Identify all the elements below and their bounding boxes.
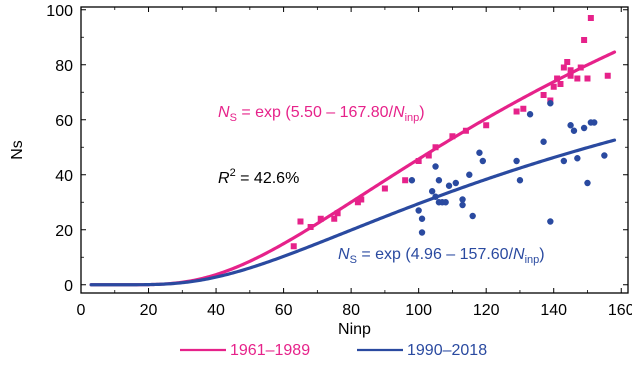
point-square bbox=[581, 37, 588, 43]
point-square bbox=[564, 59, 571, 65]
plot-border bbox=[80, 6, 629, 294]
y-tick-label: 40 bbox=[55, 168, 73, 185]
point-square bbox=[449, 133, 456, 140]
point-square bbox=[483, 122, 490, 129]
point-circle bbox=[547, 218, 554, 225]
point-square bbox=[425, 152, 432, 159]
x-tick-label: 120 bbox=[473, 302, 500, 319]
point-circle bbox=[526, 111, 534, 118]
point-circle bbox=[540, 138, 547, 145]
x-tick-label: 80 bbox=[342, 302, 360, 319]
point-circle bbox=[459, 201, 466, 209]
point-square bbox=[574, 75, 581, 82]
point-square bbox=[317, 215, 324, 222]
point-circle bbox=[476, 149, 483, 156]
point-circle bbox=[469, 212, 476, 220]
y-tick-label: 80 bbox=[55, 58, 73, 75]
y-tick-label: 0 bbox=[64, 278, 73, 295]
point-circle bbox=[452, 179, 459, 187]
point-square bbox=[604, 72, 611, 79]
point-square bbox=[432, 144, 439, 151]
point-circle bbox=[591, 119, 598, 126]
point-square bbox=[560, 64, 567, 71]
x-axis-label: Ninp bbox=[338, 321, 371, 338]
x-tick-label: 0 bbox=[77, 302, 86, 319]
point-circle bbox=[418, 229, 426, 236]
fit-curve-0 bbox=[89, 50, 617, 287]
point-square bbox=[567, 72, 574, 79]
point-circle bbox=[560, 157, 568, 165]
annotations: NS = exp (5.50 – 167.80/Ninp) NS = exp (… bbox=[9, 104, 545, 338]
point-square bbox=[381, 185, 388, 192]
point-circle bbox=[408, 177, 416, 184]
y-tick-label: 60 bbox=[55, 113, 73, 130]
point-circle bbox=[466, 171, 473, 178]
point-circle bbox=[459, 196, 466, 203]
point-square bbox=[513, 108, 520, 115]
r-squared-label: R2 = 42.6% bbox=[218, 167, 299, 187]
x-tick-label: 60 bbox=[275, 302, 293, 319]
point-square bbox=[331, 215, 338, 222]
point-square bbox=[520, 105, 527, 112]
point-circle bbox=[516, 177, 524, 184]
point-square bbox=[402, 177, 409, 184]
point-circle bbox=[415, 207, 422, 214]
point-square bbox=[290, 243, 297, 250]
point-circle bbox=[432, 193, 439, 200]
point-square bbox=[415, 158, 422, 164]
point-square bbox=[540, 92, 547, 98]
x-tick-label: 20 bbox=[140, 302, 158, 319]
x-tick-label: 160 bbox=[608, 302, 632, 319]
y-axis-label: Ns bbox=[9, 140, 26, 160]
plot-area bbox=[80, 6, 629, 294]
point-circle bbox=[574, 155, 581, 162]
fit-equation-1990-2018: NS = exp (4.96 – 157.60/Ninp) bbox=[338, 246, 545, 266]
point-square bbox=[297, 218, 304, 225]
point-circle bbox=[567, 122, 574, 129]
point-square bbox=[307, 224, 314, 230]
point-circle bbox=[570, 127, 578, 134]
point-circle bbox=[442, 199, 449, 206]
fit-equation-1961-1989: NS = exp (5.50 – 167.80/Ninp) bbox=[218, 104, 425, 124]
point-circle bbox=[601, 152, 608, 159]
point-square bbox=[358, 196, 365, 203]
point-circle bbox=[432, 163, 439, 170]
legend-label-1: 1990–2018 bbox=[407, 342, 487, 359]
fit-curve-1 bbox=[89, 138, 617, 287]
point-circle bbox=[547, 100, 554, 107]
point-circle bbox=[513, 157, 520, 165]
point-square bbox=[577, 64, 584, 71]
point-square bbox=[462, 127, 469, 134]
point-circle bbox=[479, 157, 487, 165]
point-square bbox=[334, 210, 341, 217]
y-tick-label: 20 bbox=[55, 223, 73, 240]
point-circle bbox=[584, 179, 591, 187]
legend: 1961–1989 1990–2018 bbox=[180, 342, 487, 359]
point-square bbox=[554, 75, 561, 82]
fit-curves bbox=[89, 50, 617, 287]
x-tick-label: 40 bbox=[207, 302, 225, 319]
x-tick-label: 140 bbox=[540, 302, 567, 319]
axis-ticks: 0 20 40 60 80 100 120 140 160 0 20 40 60 80 100 bbox=[46, 3, 632, 319]
x-tick-label: 100 bbox=[405, 302, 432, 319]
point-circle bbox=[418, 215, 426, 222]
point-circle bbox=[580, 124, 588, 132]
point-square bbox=[587, 15, 594, 21]
point-square bbox=[584, 75, 591, 82]
point-square bbox=[354, 199, 361, 206]
point-square bbox=[550, 83, 557, 90]
y-tick-label: 100 bbox=[46, 3, 73, 20]
point-square bbox=[567, 67, 574, 74]
point-circle bbox=[435, 177, 443, 184]
legend-label-0: 1961–1989 bbox=[230, 342, 310, 359]
point-circle bbox=[445, 182, 453, 189]
data-points bbox=[290, 15, 611, 250]
point-square bbox=[557, 81, 564, 87]
point-circle bbox=[428, 188, 436, 195]
